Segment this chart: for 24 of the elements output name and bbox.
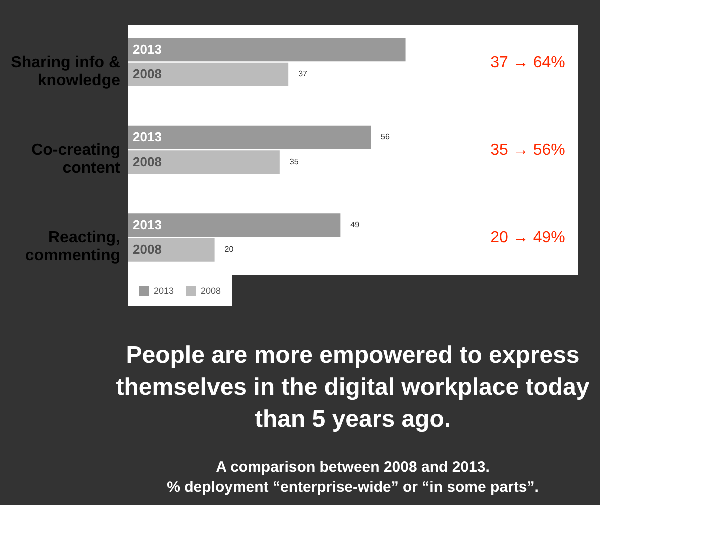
text: 2008 <box>133 242 162 258</box>
legend-label: 2008 <box>201 286 222 296</box>
text: 2013 <box>133 217 162 232</box>
data-label: 56 <box>381 132 391 142</box>
data-label: 49 <box>350 220 360 230</box>
data-label: 37 <box>298 70 308 79</box>
bar <box>128 38 406 62</box>
data-label: 20 <box>224 245 234 254</box>
bar <box>128 238 215 262</box>
legend-label: 2013 <box>154 286 174 296</box>
text: 2008 <box>133 66 162 82</box>
bar <box>128 126 372 150</box>
bar <box>128 150 280 174</box>
data-label: 35 <box>290 157 300 166</box>
text: A comparison between 2008 and 2013. % deployment “enterprise-wide” or “in some parts”. <box>167 459 539 496</box>
text: 2008 <box>133 154 162 170</box>
bar <box>128 214 341 238</box>
text: 20 → 49% <box>490 230 566 247</box>
bar <box>128 62 289 86</box>
text: 35 → 56% <box>490 142 566 159</box>
text: People are more empowered to express themselves in the digital workplace today than 5 years ago. <box>116 342 590 433</box>
text: 37 → 64% <box>490 54 566 72</box>
text: 2013 <box>133 42 162 57</box>
text: 2013 <box>133 130 162 145</box>
